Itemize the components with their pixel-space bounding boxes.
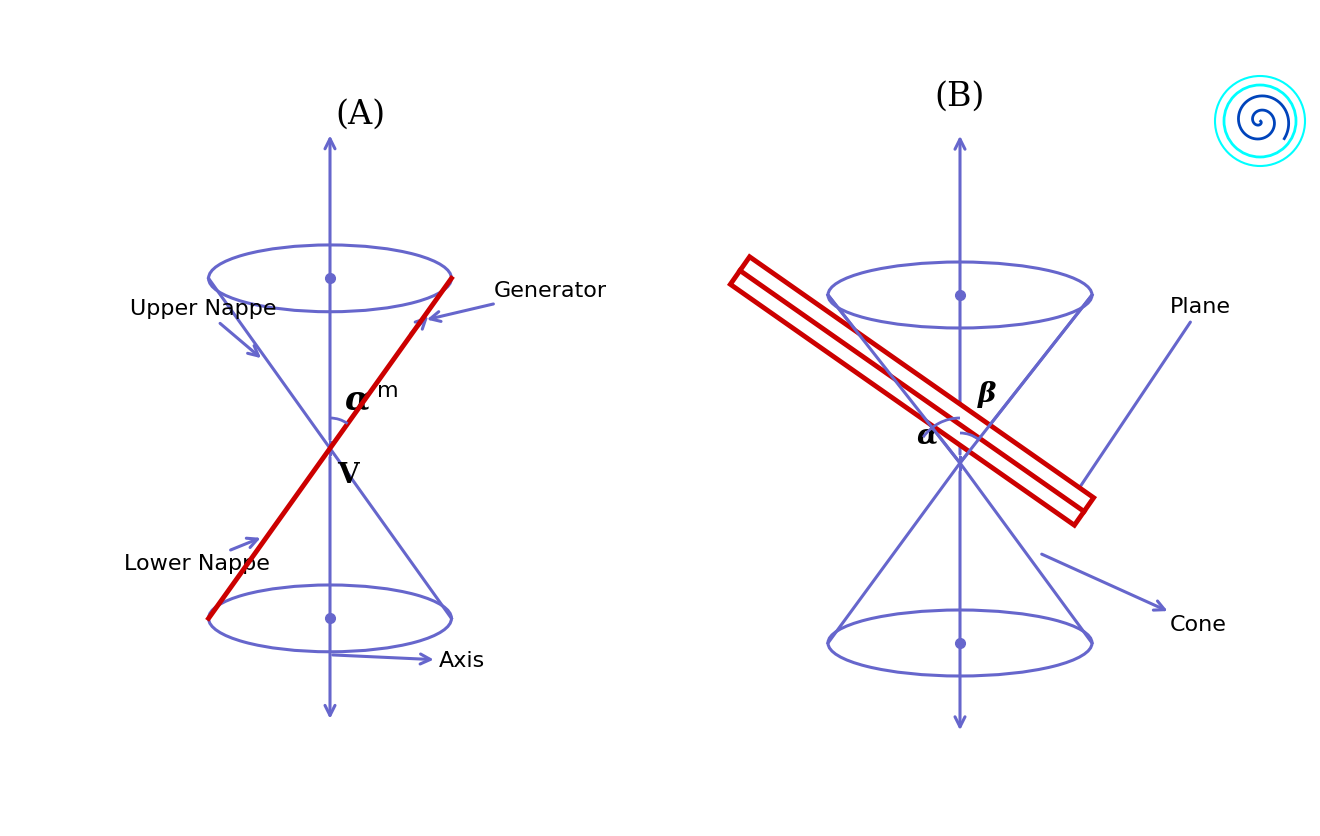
Text: (A): (A)	[335, 99, 385, 130]
Text: α: α	[345, 383, 370, 416]
Text: β: β	[978, 380, 997, 407]
Text: Lower Nappe: Lower Nappe	[124, 538, 269, 573]
Text: (B): (B)	[935, 81, 985, 113]
Text: Upper Nappe: Upper Nappe	[129, 298, 276, 356]
Polygon shape	[730, 257, 1094, 525]
Text: Cone: Cone	[1041, 554, 1226, 635]
Text: V: V	[338, 462, 359, 489]
Text: Generator: Generator	[430, 281, 607, 321]
Text: Axis: Axis	[333, 651, 486, 671]
Text: Plane: Plane	[1065, 297, 1232, 508]
Text: α: α	[916, 422, 937, 450]
Text: m: m	[378, 381, 399, 401]
